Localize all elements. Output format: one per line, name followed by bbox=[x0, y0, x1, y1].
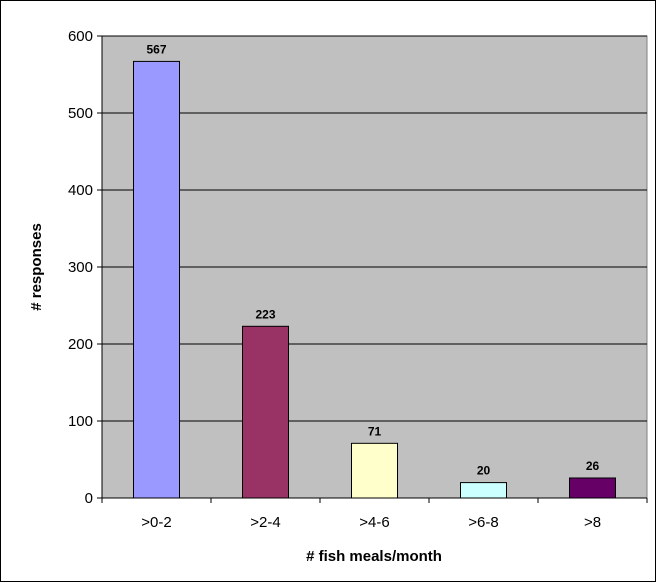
y-tick-label-100: 100 bbox=[68, 413, 93, 430]
x-tick-label-5: >8 bbox=[584, 514, 601, 531]
y-tick-label-200: 200 bbox=[68, 336, 93, 353]
x-tick-label-2: >2-4 bbox=[250, 514, 280, 531]
y-tick-label-400: 400 bbox=[68, 182, 93, 199]
bar-3 bbox=[351, 442, 398, 499]
x-axis-title: # fish meals/month bbox=[306, 548, 442, 565]
y-tick-label-300: 300 bbox=[68, 259, 93, 276]
bar-2 bbox=[242, 325, 289, 499]
bar-1 bbox=[133, 60, 180, 499]
data-label-4: 20 bbox=[477, 464, 491, 478]
bar-4 bbox=[460, 482, 507, 499]
data-label-1: 567 bbox=[146, 42, 166, 56]
x-tick-label-1: >0-2 bbox=[141, 514, 171, 531]
y-tick-label-600: 600 bbox=[68, 28, 93, 45]
data-label-3: 71 bbox=[368, 424, 382, 438]
y-axis-title: # responses bbox=[28, 223, 45, 311]
x-tick-label-4: >6-8 bbox=[468, 514, 498, 531]
y-tick-label-0: 0 bbox=[85, 490, 93, 507]
bar-5 bbox=[569, 477, 616, 499]
data-label-2: 223 bbox=[255, 307, 275, 321]
data-label-5: 26 bbox=[586, 459, 600, 473]
x-tick-label-3: >4-6 bbox=[359, 514, 389, 531]
y-tick-label-500: 500 bbox=[68, 105, 93, 122]
